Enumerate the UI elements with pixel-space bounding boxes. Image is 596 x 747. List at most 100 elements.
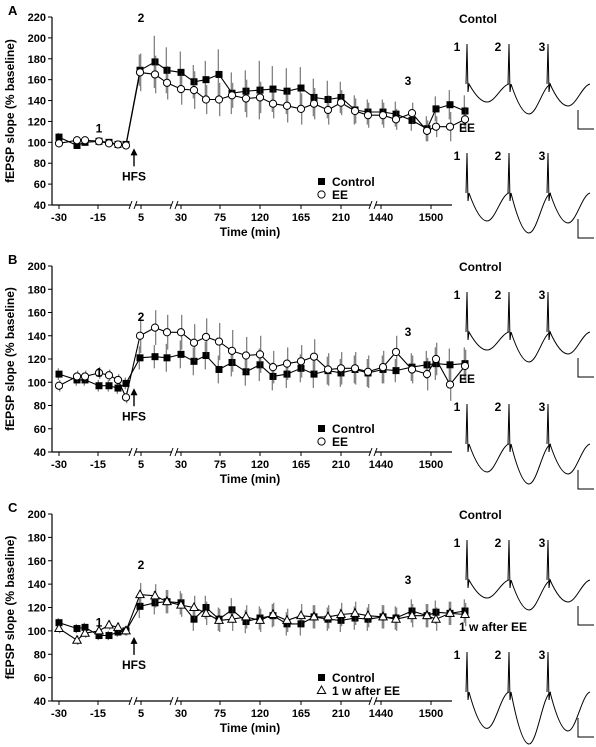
data-point bbox=[459, 608, 471, 619]
fepsp-trace bbox=[507, 539, 552, 611]
data-point bbox=[406, 610, 418, 620]
data-point bbox=[423, 361, 431, 369]
data-point bbox=[134, 589, 146, 599]
y-tick-label: 180 bbox=[28, 54, 46, 66]
x-tick-label: 1440 bbox=[369, 459, 393, 471]
data-point bbox=[432, 105, 440, 113]
data-point bbox=[93, 625, 105, 635]
trace-number: 1 bbox=[454, 400, 461, 414]
series-1-w-after-ee bbox=[53, 582, 471, 645]
data-point bbox=[391, 115, 401, 124]
example-traces-a: Contol EE 1 2 3 1 2 3 bbox=[454, 12, 594, 239]
trace-group-label: Control bbox=[459, 508, 502, 522]
data-point bbox=[241, 94, 251, 103]
data-point bbox=[176, 328, 186, 337]
data-point bbox=[151, 599, 159, 607]
data-point bbox=[227, 91, 237, 100]
data-point bbox=[202, 604, 210, 611]
y-tick-label: 120 bbox=[28, 354, 46, 366]
hfs-label: HFS bbox=[122, 658, 146, 672]
data-point bbox=[113, 140, 123, 149]
y-tick-label: 160 bbox=[28, 556, 46, 568]
x-tick-label: 120 bbox=[251, 212, 269, 224]
x-tick-label: 210 bbox=[332, 459, 350, 471]
hfs-arrowhead bbox=[130, 636, 138, 644]
y-tick-label: 100 bbox=[28, 377, 46, 389]
data-point bbox=[268, 99, 278, 108]
x-tick-label: 30 bbox=[175, 212, 187, 224]
data-point bbox=[55, 370, 63, 378]
data-point bbox=[242, 618, 250, 626]
fepsp-trace bbox=[465, 291, 510, 351]
data-point bbox=[364, 615, 372, 623]
data-point bbox=[408, 116, 416, 124]
axis-break-mark bbox=[373, 696, 378, 706]
fepsp-trace bbox=[546, 152, 591, 224]
trace-number: 3 bbox=[539, 400, 546, 414]
data-point bbox=[322, 611, 334, 621]
fepsp-trace bbox=[507, 43, 552, 115]
y-tick-label: 140 bbox=[28, 331, 46, 343]
trace-group-label: Control bbox=[459, 260, 502, 274]
data-point bbox=[135, 331, 145, 340]
data-point bbox=[256, 361, 264, 369]
data-point bbox=[53, 623, 65, 633]
trace-number: 3 bbox=[539, 40, 546, 54]
legend-label: Control bbox=[332, 671, 375, 685]
y-tick-label: 120 bbox=[28, 116, 46, 128]
data-point bbox=[460, 115, 470, 124]
fepsp-trace bbox=[507, 291, 552, 363]
data-point bbox=[105, 632, 113, 640]
data-point bbox=[177, 350, 185, 358]
x-tick-label: 210 bbox=[332, 708, 350, 720]
data-point bbox=[177, 68, 185, 76]
x-tick-label: 165 bbox=[292, 459, 310, 471]
data-point bbox=[431, 122, 441, 131]
y-tick-label: 200 bbox=[28, 33, 46, 45]
x-tick-label: 1500 bbox=[419, 212, 443, 224]
data-point bbox=[161, 596, 173, 606]
data-point bbox=[120, 625, 132, 635]
chart-panel-b: B 40 60 80 100 120 140 160 180 200 -30 -15 5 30 75 120 1… bbox=[3, 252, 470, 486]
x-tick-label: 75 bbox=[214, 212, 226, 224]
time-point-label: 1 bbox=[96, 121, 103, 135]
x-tick-label: 1500 bbox=[419, 708, 443, 720]
fepsp-trace bbox=[507, 651, 552, 745]
data-point bbox=[81, 623, 89, 631]
data-point bbox=[228, 606, 236, 614]
data-point bbox=[297, 364, 305, 372]
data-point bbox=[241, 351, 251, 360]
data-point bbox=[104, 371, 114, 380]
data-point bbox=[113, 375, 123, 385]
trace-group-label: EE bbox=[459, 121, 475, 135]
data-point bbox=[378, 363, 388, 372]
trace-number: 1 bbox=[454, 648, 461, 662]
example-traces-c: Control 1 w after EE 1 2 3 1 2 3 bbox=[454, 508, 594, 745]
time-point-label: 3 bbox=[405, 325, 412, 339]
trace-number: 2 bbox=[495, 400, 502, 414]
fepsp-trace bbox=[546, 539, 591, 603]
data-point bbox=[362, 610, 374, 620]
y-tick-label: 80 bbox=[34, 401, 46, 413]
data-point bbox=[445, 122, 455, 131]
axis-break-mark bbox=[174, 447, 179, 457]
axis-break-gap bbox=[172, 448, 176, 456]
data-point bbox=[103, 619, 115, 629]
fepsp-trace bbox=[465, 651, 510, 729]
data-point bbox=[350, 106, 360, 116]
data-point bbox=[190, 78, 198, 86]
data-point bbox=[310, 93, 318, 101]
scale-bar bbox=[577, 110, 594, 130]
data-point bbox=[324, 96, 332, 104]
y-tick-label: 60 bbox=[34, 424, 46, 436]
data-point bbox=[431, 354, 441, 364]
example-traces-b: Control EE 1 2 3 1 2 3 bbox=[454, 260, 594, 490]
data-point bbox=[335, 608, 347, 619]
x-tick-label: 30 bbox=[175, 459, 187, 471]
data-point bbox=[297, 84, 305, 92]
chart-panel-c: C 40 60 80 100 120 140 160 180 200 -30 -15 5 30 75 120 1… bbox=[3, 500, 471, 735]
axis-break-mark bbox=[373, 200, 378, 210]
data-point bbox=[104, 139, 114, 148]
axis-break-mark bbox=[133, 447, 138, 457]
data-point bbox=[162, 328, 172, 337]
